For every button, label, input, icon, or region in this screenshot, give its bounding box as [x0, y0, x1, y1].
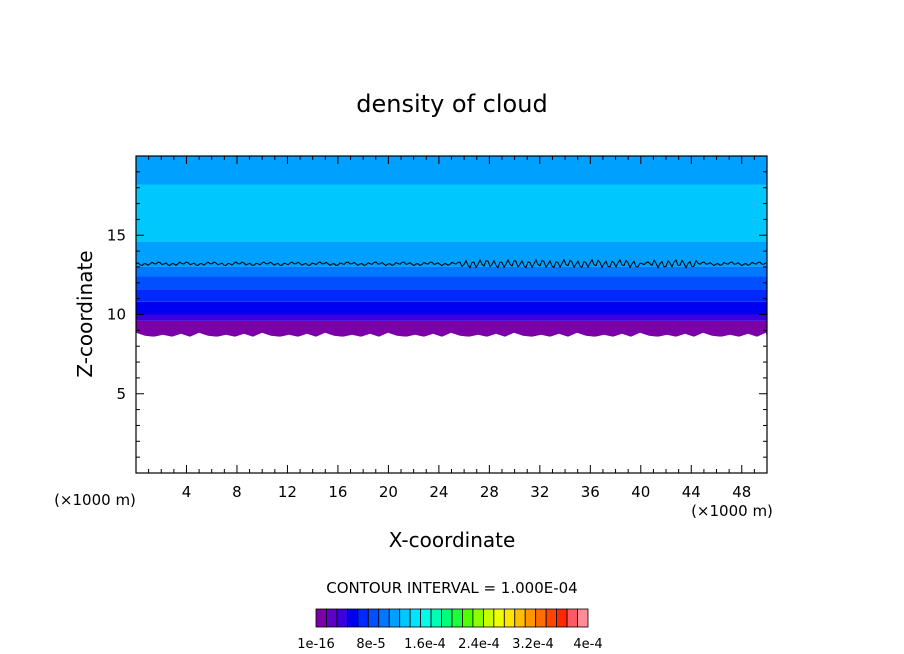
cloud-base-edge [136, 332, 767, 339]
colorbar-swatch [514, 608, 526, 628]
x-tick-label: 20 [379, 483, 398, 501]
colorbar-swatch [367, 608, 380, 628]
colorbar-swatch [409, 608, 422, 628]
x-axis-label: X-coordinate [389, 528, 516, 552]
colorbar-swatch [566, 608, 578, 628]
colorbar-swatch [441, 608, 453, 628]
x-tick-label: 44 [682, 483, 701, 501]
colorbar-swatch [399, 608, 411, 628]
colorbar-swatch [493, 608, 505, 628]
colorbar-label: 4e-4 [573, 637, 602, 652]
colorbar-swatch [326, 608, 338, 628]
colorbar: 1e-16 8e-5 1.6e-4 2.4e-4 3.2e-4 4e-4 [297, 608, 603, 652]
colorbar-swatch [462, 608, 474, 628]
x-tick-label: 36 [581, 483, 600, 501]
y-tick-label: 15 [107, 226, 126, 244]
x-tick-label: 16 [328, 483, 347, 501]
colorbar-swatch [535, 608, 547, 628]
x-tick-label: 24 [429, 483, 448, 501]
colorbar-swatch [346, 608, 359, 628]
colorbar-label: 3.2e-4 [512, 637, 554, 652]
contour-line [135, 258, 767, 269]
colorbar-swatch [315, 608, 327, 628]
x-tick-label: 12 [278, 483, 297, 501]
chart-title: density of cloud [356, 90, 547, 118]
x-unit-label: (×1000 m) [691, 502, 773, 520]
density-band [136, 320, 767, 337]
colorbar-swatch [482, 608, 495, 628]
colorbar-swatch [420, 608, 432, 628]
colorbar-label: 1.6e-4 [404, 637, 446, 652]
density-band [136, 184, 767, 242]
density-band [136, 156, 767, 185]
colorbar-swatch [430, 608, 442, 628]
colorbar-swatch [472, 608, 484, 628]
colorbar-swatch [503, 608, 516, 628]
density-band [136, 289, 767, 302]
contour-interval-text: CONTOUR INTERVAL = 1.000E-04 [326, 579, 577, 597]
density-band [136, 301, 767, 315]
x-tick-label: 32 [530, 483, 549, 501]
colorbar-swatch [336, 608, 348, 628]
x-tick-label: 8 [232, 483, 242, 501]
z-unit-label: (×1000 m) [54, 491, 136, 509]
x-tick-label: 28 [480, 483, 499, 501]
colorbar-swatch [451, 608, 463, 628]
x-tick-label: 40 [631, 483, 650, 501]
x-tick-label: 48 [732, 483, 751, 501]
y-tick-label: 5 [116, 385, 126, 403]
colorbar-swatch [388, 608, 401, 628]
y-tick-label: 10 [107, 306, 126, 324]
y-axis-label: Z-coordinate [73, 250, 97, 377]
colorbar-swatch [577, 608, 589, 628]
colorbar-label: 2.4e-4 [458, 637, 500, 652]
colorbar-label: 8e-5 [356, 637, 385, 652]
density-band [136, 276, 767, 290]
x-tick-label: 4 [182, 483, 192, 501]
colorbar-label: 1e-16 [297, 637, 335, 652]
density-band [136, 266, 767, 277]
colorbar-swatch [545, 608, 558, 628]
colorbar-swatch [357, 608, 369, 628]
colorbar-swatch [556, 608, 568, 628]
density-band [136, 314, 767, 321]
colorbar-swatch [378, 608, 390, 628]
colorbar-swatch [524, 608, 537, 628]
